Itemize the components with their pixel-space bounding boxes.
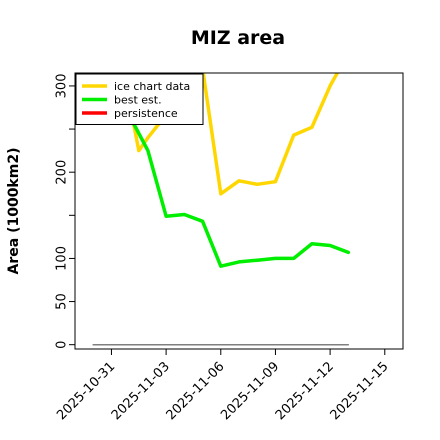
x-tick-label: 2025-11-15 (328, 359, 392, 423)
legend-entry: ice chart data (114, 80, 190, 93)
plot-frame (74, 72, 404, 350)
y-tick-label: 200 (55, 160, 70, 185)
series-line-ice-chart-data (127, 73, 340, 196)
series-line-best-est- (127, 114, 351, 268)
y-axis-label: Area (1000km2) (6, 148, 22, 275)
y-axis: 0 50 100 200 300 (55, 74, 75, 349)
legend-entry: best est. (114, 94, 162, 107)
y-tick-label: 50 (55, 293, 70, 310)
chart-title: MIZ area (191, 27, 285, 49)
series-layer (92, 73, 351, 346)
y-tick-label: 300 (55, 74, 70, 99)
x-axis: 2025-10-312025-11-032025-11-062025-11-09… (54, 349, 392, 423)
y-tick-label: 100 (55, 246, 70, 271)
y-tick-label: 0 (55, 341, 70, 349)
legend-entry: persistence (114, 107, 178, 120)
